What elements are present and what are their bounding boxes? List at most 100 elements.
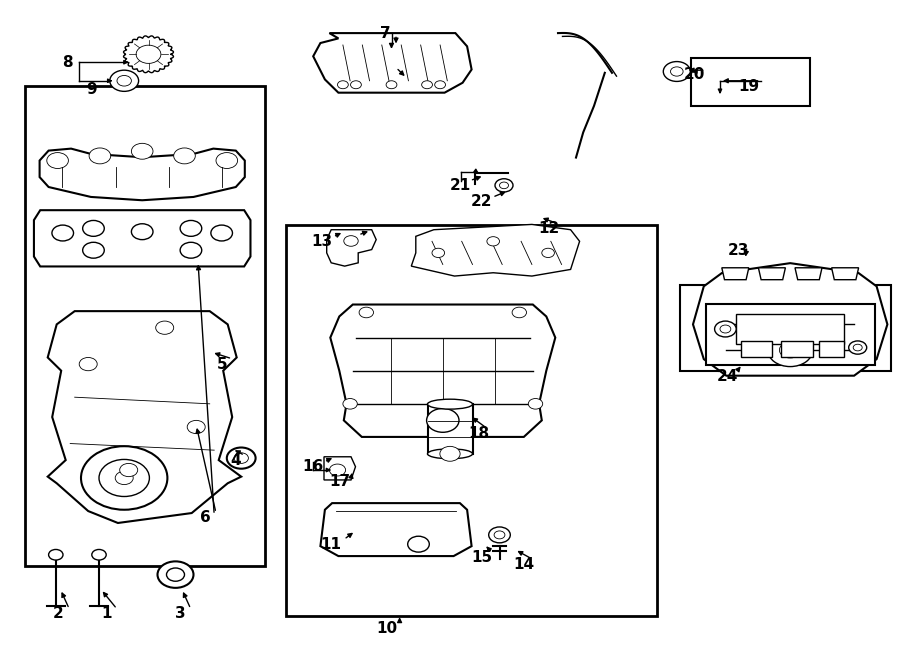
Circle shape xyxy=(227,448,256,469)
Circle shape xyxy=(670,67,683,76)
Text: 13: 13 xyxy=(311,234,333,249)
Circle shape xyxy=(495,179,513,192)
Polygon shape xyxy=(428,404,473,454)
Circle shape xyxy=(663,62,690,81)
Polygon shape xyxy=(327,230,376,266)
Text: 17: 17 xyxy=(329,475,351,489)
Text: 23: 23 xyxy=(727,243,749,258)
Polygon shape xyxy=(320,503,472,556)
Circle shape xyxy=(115,471,133,485)
Circle shape xyxy=(120,463,138,477)
Circle shape xyxy=(542,248,554,258)
Circle shape xyxy=(359,307,374,318)
Circle shape xyxy=(386,81,397,89)
Bar xyxy=(706,304,875,365)
Circle shape xyxy=(117,75,131,86)
Polygon shape xyxy=(324,457,356,480)
Circle shape xyxy=(110,70,139,91)
Circle shape xyxy=(408,536,429,552)
Circle shape xyxy=(500,182,508,189)
Text: 4: 4 xyxy=(230,453,241,467)
Circle shape xyxy=(47,153,68,169)
Bar xyxy=(286,225,657,616)
Text: 20: 20 xyxy=(684,67,706,81)
Circle shape xyxy=(89,148,111,164)
Circle shape xyxy=(131,224,153,240)
Text: 8: 8 xyxy=(62,56,73,70)
Polygon shape xyxy=(40,149,245,201)
Circle shape xyxy=(211,225,232,241)
Circle shape xyxy=(180,220,202,236)
Circle shape xyxy=(494,531,505,539)
Text: 24: 24 xyxy=(716,369,738,383)
Circle shape xyxy=(487,237,500,246)
Text: 19: 19 xyxy=(738,79,760,93)
Circle shape xyxy=(166,568,184,581)
Circle shape xyxy=(853,344,862,351)
Bar xyxy=(680,285,891,371)
Circle shape xyxy=(421,81,432,89)
Polygon shape xyxy=(123,36,174,73)
Text: 11: 11 xyxy=(320,537,342,551)
Circle shape xyxy=(329,464,346,476)
Text: 3: 3 xyxy=(175,606,185,621)
Circle shape xyxy=(720,325,731,333)
Circle shape xyxy=(528,399,543,409)
Circle shape xyxy=(512,307,526,318)
Circle shape xyxy=(849,341,867,354)
Text: 21: 21 xyxy=(450,178,472,193)
Polygon shape xyxy=(722,268,749,280)
Text: 5: 5 xyxy=(217,357,228,371)
Bar xyxy=(736,314,844,344)
Circle shape xyxy=(779,342,801,358)
Circle shape xyxy=(180,242,202,258)
Circle shape xyxy=(131,144,153,160)
Circle shape xyxy=(435,81,446,89)
Text: 6: 6 xyxy=(200,510,211,525)
Bar xyxy=(691,58,810,106)
Polygon shape xyxy=(693,263,887,376)
Polygon shape xyxy=(330,305,555,437)
Circle shape xyxy=(489,527,510,543)
Text: 7: 7 xyxy=(380,26,391,40)
Polygon shape xyxy=(759,268,786,280)
Bar xyxy=(25,86,265,566)
Bar xyxy=(781,341,813,357)
Circle shape xyxy=(344,236,358,246)
Polygon shape xyxy=(411,224,580,276)
Circle shape xyxy=(79,357,97,371)
Circle shape xyxy=(49,549,63,560)
Circle shape xyxy=(432,248,445,258)
Ellipse shape xyxy=(428,399,473,409)
Circle shape xyxy=(343,399,357,409)
Text: 1: 1 xyxy=(101,606,112,621)
Circle shape xyxy=(81,446,167,510)
Circle shape xyxy=(83,242,104,258)
Circle shape xyxy=(351,81,361,89)
Circle shape xyxy=(83,220,104,236)
Text: 9: 9 xyxy=(86,82,97,97)
Ellipse shape xyxy=(428,449,473,459)
Text: 14: 14 xyxy=(513,557,535,571)
Text: 10: 10 xyxy=(376,622,398,636)
Circle shape xyxy=(216,153,238,169)
Circle shape xyxy=(174,148,195,164)
Circle shape xyxy=(440,446,460,461)
Bar xyxy=(819,341,844,357)
Polygon shape xyxy=(795,268,822,280)
Circle shape xyxy=(234,453,248,463)
Polygon shape xyxy=(34,211,250,267)
Text: 15: 15 xyxy=(471,550,492,565)
Polygon shape xyxy=(313,33,472,93)
Circle shape xyxy=(715,321,736,337)
Text: 18: 18 xyxy=(468,426,490,441)
Polygon shape xyxy=(48,311,241,523)
Circle shape xyxy=(338,81,348,89)
Circle shape xyxy=(92,549,106,560)
Bar xyxy=(741,341,772,357)
Circle shape xyxy=(427,408,459,432)
Text: 16: 16 xyxy=(302,459,324,474)
Circle shape xyxy=(136,45,161,64)
Circle shape xyxy=(99,459,149,496)
Circle shape xyxy=(156,321,174,334)
